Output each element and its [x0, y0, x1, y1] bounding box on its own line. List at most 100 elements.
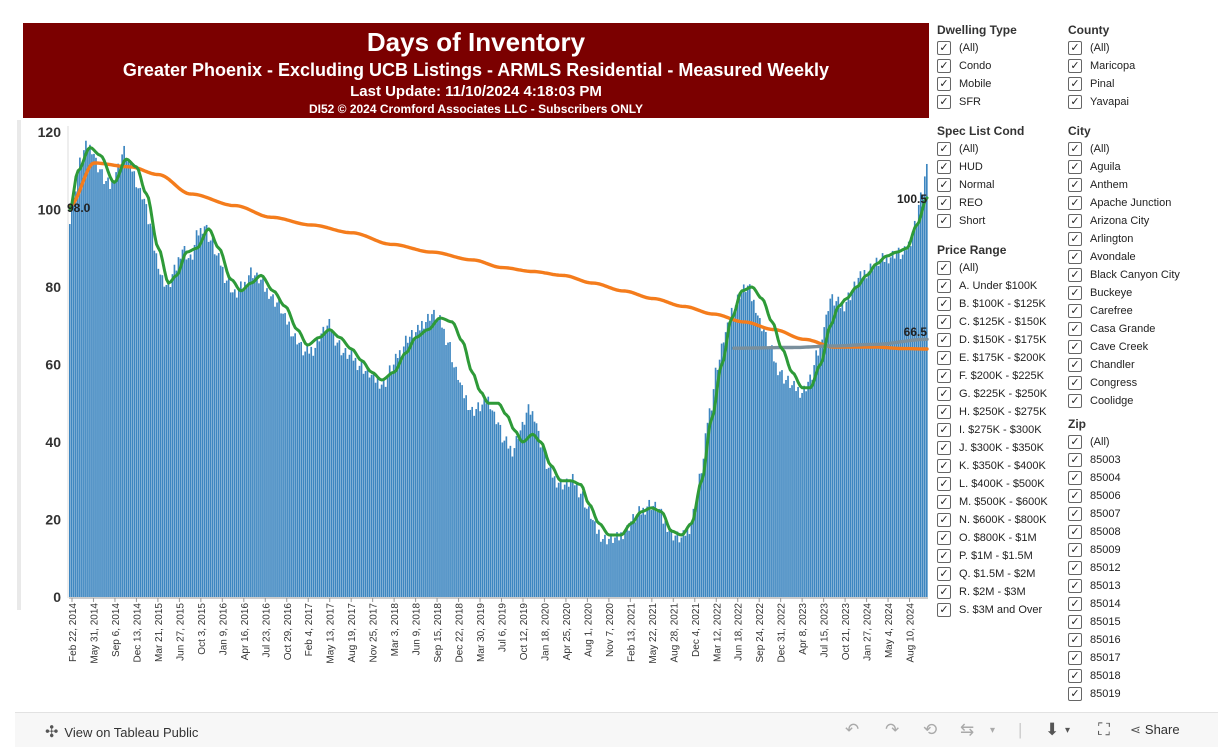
filter-option[interactable]: ✓ F. $200K - $225K	[937, 367, 1062, 385]
checkbox-checked-icon[interactable]: ✓	[937, 513, 951, 527]
checkbox-checked-icon[interactable]: ✓	[937, 441, 951, 455]
filter-option[interactable]: ✓ N. $600K - $800K	[937, 511, 1062, 529]
checkbox-checked-icon[interactable]: ✓	[937, 531, 951, 545]
filter-option[interactable]: ✓ J. $300K - $350K	[937, 439, 1062, 457]
filter-option[interactable]: ✓ P. $1M - $1.5M	[937, 547, 1062, 565]
filter-option[interactable]: ✓ (All)	[1068, 39, 1208, 57]
checkbox-checked-icon[interactable]: ✓	[937, 297, 951, 311]
filter-option[interactable]: ✓ 85007	[1068, 505, 1208, 523]
checkbox-checked-icon[interactable]: ✓	[1068, 435, 1082, 449]
redo-icon[interactable]: ↷	[885, 720, 900, 739]
filter-option[interactable]: ✓ 85004	[1068, 469, 1208, 487]
checkbox-checked-icon[interactable]: ✓	[937, 549, 951, 563]
filter-option[interactable]: ✓ Condo	[937, 57, 1062, 75]
checkbox-checked-icon[interactable]: ✓	[1068, 268, 1082, 282]
filter-option[interactable]: ✓ C. $125K - $150K	[937, 313, 1062, 331]
filter-option[interactable]: ✓ 85019	[1068, 685, 1208, 703]
download-chevron-icon[interactable]: ▾	[1065, 725, 1071, 736]
filter-option[interactable]: ✓ Buckeye	[1068, 284, 1213, 302]
checkbox-checked-icon[interactable]: ✓	[937, 41, 951, 55]
filter-option[interactable]: ✓ (All)	[937, 259, 1062, 277]
checkbox-checked-icon[interactable]: ✓	[1068, 358, 1082, 372]
checkbox-checked-icon[interactable]: ✓	[937, 196, 951, 210]
filter-option[interactable]: ✓ HUD	[937, 158, 1062, 176]
filter-option[interactable]: ✓ REO	[937, 194, 1062, 212]
filter-option[interactable]: ✓ M. $500K - $600K	[937, 493, 1062, 511]
checkbox-checked-icon[interactable]: ✓	[1068, 142, 1082, 156]
filter-option[interactable]: ✓ Mobile	[937, 75, 1062, 93]
filter-option[interactable]: ✓ E. $175K - $200K	[937, 349, 1062, 367]
checkbox-checked-icon[interactable]: ✓	[1068, 178, 1082, 192]
filter-option[interactable]: ✓ Short	[937, 212, 1062, 230]
checkbox-checked-icon[interactable]: ✓	[937, 315, 951, 329]
filter-option[interactable]: ✓ 85016	[1068, 631, 1208, 649]
filter-option[interactable]: ✓ Cave Creek	[1068, 338, 1213, 356]
checkbox-checked-icon[interactable]: ✓	[1068, 286, 1082, 300]
checkbox-checked-icon[interactable]: ✓	[937, 178, 951, 192]
filter-option[interactable]: ✓ Apache Junction	[1068, 194, 1213, 212]
checkbox-checked-icon[interactable]: ✓	[937, 459, 951, 473]
checkbox-checked-icon[interactable]: ✓	[937, 333, 951, 347]
days-of-inventory-chart[interactable]: 0 20 40 60 80 100 120 98.0 100.5 66.5 Feb 22, 2014…	[23, 120, 929, 710]
checkbox-checked-icon[interactable]: ✓	[1068, 543, 1082, 557]
filter-option[interactable]: ✓ B. $100K - $125K	[937, 295, 1062, 313]
checkbox-checked-icon[interactable]: ✓	[1068, 41, 1082, 55]
filter-option[interactable]: ✓ 85015	[1068, 613, 1208, 631]
checkbox-checked-icon[interactable]: ✓	[937, 351, 951, 365]
filter-option[interactable]: ✓ Coolidge	[1068, 392, 1213, 410]
checkbox-checked-icon[interactable]: ✓	[1068, 160, 1082, 174]
checkbox-checked-icon[interactable]: ✓	[1068, 507, 1082, 521]
checkbox-checked-icon[interactable]: ✓	[1068, 394, 1082, 408]
filter-option[interactable]: ✓ Normal	[937, 176, 1062, 194]
checkbox-checked-icon[interactable]: ✓	[1068, 633, 1082, 647]
filter-option[interactable]: ✓ Congress	[1068, 374, 1213, 392]
checkbox-checked-icon[interactable]: ✓	[937, 261, 951, 275]
filter-option[interactable]: ✓ Black Canyon City	[1068, 266, 1213, 284]
checkbox-checked-icon[interactable]: ✓	[1068, 579, 1082, 593]
revert-icon[interactable]: ⟲	[923, 720, 938, 739]
download-icon[interactable]: ⬇	[1045, 720, 1060, 739]
filter-option[interactable]: ✓ 85009	[1068, 541, 1208, 559]
checkbox-checked-icon[interactable]: ✓	[1068, 687, 1082, 701]
checkbox-checked-icon[interactable]: ✓	[1068, 232, 1082, 246]
filter-option[interactable]: ✓ Yavapai	[1068, 93, 1208, 111]
checkbox-checked-icon[interactable]: ✓	[937, 160, 951, 174]
filter-option[interactable]: ✓ Q. $1.5M - $2M	[937, 565, 1062, 583]
checkbox-checked-icon[interactable]: ✓	[1068, 376, 1082, 390]
checkbox-checked-icon[interactable]: ✓	[937, 142, 951, 156]
filter-option[interactable]: ✓ Casa Grande	[1068, 320, 1213, 338]
filter-option[interactable]: ✓ Maricopa	[1068, 57, 1208, 75]
checkbox-checked-icon[interactable]: ✓	[937, 567, 951, 581]
undo-icon[interactable]: ↶	[845, 720, 860, 739]
checkbox-checked-icon[interactable]: ✓	[1068, 250, 1082, 264]
filter-option[interactable]: ✓ Aguila	[1068, 158, 1213, 176]
filter-option[interactable]: ✓ 85006	[1068, 487, 1208, 505]
checkbox-checked-icon[interactable]: ✓	[1068, 214, 1082, 228]
filter-option[interactable]: ✓ Avondale	[1068, 248, 1213, 266]
checkbox-checked-icon[interactable]: ✓	[937, 59, 951, 73]
checkbox-checked-icon[interactable]: ✓	[937, 477, 951, 491]
filter-option[interactable]: ✓ Pinal	[1068, 75, 1208, 93]
checkbox-checked-icon[interactable]: ✓	[1068, 59, 1082, 73]
filter-option[interactable]: ✓ R. $2M - $3M	[937, 583, 1062, 601]
checkbox-checked-icon[interactable]: ✓	[937, 279, 951, 293]
checkbox-checked-icon[interactable]: ✓	[1068, 471, 1082, 485]
refresh-icon[interactable]: ⇆	[960, 720, 975, 739]
filter-option[interactable]: ✓ (All)	[1068, 433, 1208, 451]
filter-option[interactable]: ✓ S. $3M and Over	[937, 601, 1062, 619]
filter-option[interactable]: ✓ 85003	[1068, 451, 1208, 469]
checkbox-checked-icon[interactable]: ✓	[1068, 489, 1082, 503]
checkbox-checked-icon[interactable]: ✓	[1068, 77, 1082, 91]
filter-option[interactable]: ✓ (All)	[1068, 140, 1213, 158]
checkbox-checked-icon[interactable]: ✓	[937, 387, 951, 401]
filter-option[interactable]: ✓ Chandler	[1068, 356, 1213, 374]
checkbox-checked-icon[interactable]: ✓	[937, 423, 951, 437]
checkbox-checked-icon[interactable]: ✓	[937, 495, 951, 509]
filter-option[interactable]: ✓ G. $225K - $250K	[937, 385, 1062, 403]
filter-option[interactable]: ✓ 85018	[1068, 667, 1208, 685]
filter-option[interactable]: ✓ Anthem	[1068, 176, 1213, 194]
filter-option[interactable]: ✓ SFR	[937, 93, 1062, 111]
checkbox-checked-icon[interactable]: ✓	[1068, 304, 1082, 318]
filter-option[interactable]: ✓ 85017	[1068, 649, 1208, 667]
vertical-scrollbar[interactable]	[17, 120, 21, 610]
